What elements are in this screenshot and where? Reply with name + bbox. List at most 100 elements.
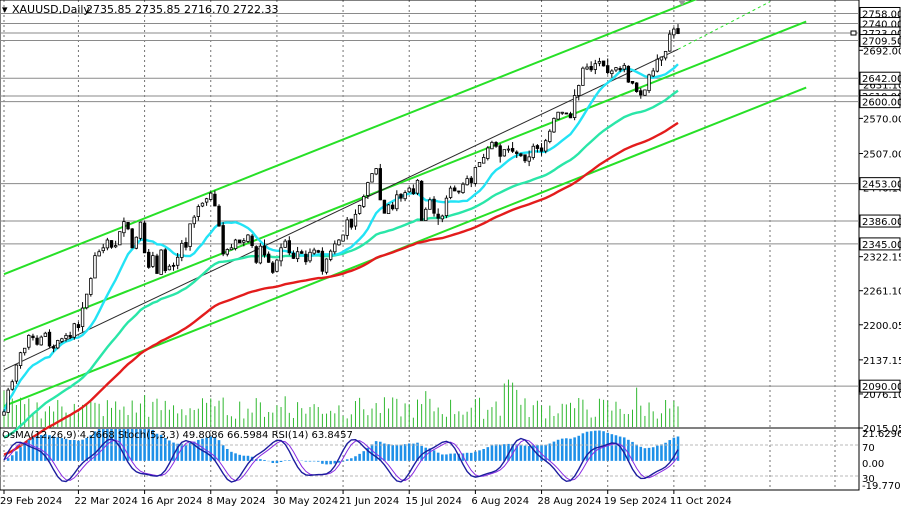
candle-body — [375, 169, 378, 174]
candle — [565, 113, 568, 115]
indicator-tick-label: 70 — [862, 443, 875, 454]
candle — [73, 323, 76, 340]
osma-bar — [569, 439, 572, 461]
candle-body — [412, 189, 415, 194]
candle-body — [172, 265, 175, 266]
candle-body — [631, 81, 634, 83]
candle — [321, 247, 324, 274]
candle — [160, 249, 163, 274]
level-label: 2386.00 — [860, 215, 901, 228]
candle-body — [238, 240, 241, 243]
candle-body — [350, 219, 353, 227]
candle — [375, 168, 378, 175]
candle-body — [582, 68, 585, 85]
candle-body — [214, 194, 217, 206]
candle-body — [94, 256, 97, 278]
time-tick-label: 16 Apr 2024 — [141, 496, 203, 507]
candle-body — [338, 240, 341, 245]
candle-body — [3, 412, 6, 415]
candle-body — [391, 205, 394, 209]
candle-body — [611, 71, 614, 74]
candle — [189, 223, 192, 250]
candle-body — [466, 179, 469, 185]
osma-bar — [635, 444, 638, 460]
osma-bar — [358, 454, 361, 461]
osma-bar — [606, 433, 609, 461]
candle — [549, 129, 552, 143]
candle — [433, 196, 436, 216]
osma-bar — [383, 444, 386, 461]
osma-bar — [582, 433, 585, 461]
candle — [462, 182, 465, 194]
osma-bar — [598, 431, 601, 461]
level-label-text: 2453.00 — [862, 180, 901, 191]
price-tick-label: 2261.10 — [863, 287, 901, 298]
osma-bar — [648, 448, 651, 461]
candle — [379, 164, 382, 200]
osma-bar — [520, 445, 523, 461]
osma-bar — [7, 458, 10, 461]
candle-body — [416, 180, 419, 193]
candle — [582, 67, 585, 86]
current-price-marker — [851, 31, 856, 35]
candle-body — [305, 254, 308, 262]
candle-body — [424, 209, 427, 220]
candle — [276, 259, 279, 273]
time-tick-label: 21 Jun 2024 — [339, 496, 399, 507]
osma-bar — [77, 441, 80, 461]
candle-body — [668, 34, 671, 51]
candle-body — [342, 235, 345, 241]
candle-body — [197, 207, 200, 217]
candle — [358, 205, 361, 215]
candle-body — [263, 246, 266, 255]
osma-bar — [482, 449, 485, 461]
osma-bar — [317, 461, 320, 462]
osma-bar — [234, 453, 237, 461]
osma-bar — [243, 456, 246, 461]
candle-body — [433, 199, 436, 213]
candle — [544, 139, 547, 153]
candle — [557, 112, 560, 120]
osma-bar — [449, 454, 452, 461]
chart-header-arrow-icon[interactable]: ▾ — [2, 3, 8, 16]
osma-bar — [668, 440, 671, 461]
candle-body — [222, 226, 225, 254]
time-tick-label: 19 Sep 2024 — [604, 496, 667, 507]
candle-body — [139, 222, 142, 238]
candle-body — [640, 91, 643, 95]
candle-body — [507, 149, 510, 150]
osma-bar — [276, 461, 279, 463]
candle — [94, 252, 97, 278]
candle — [139, 222, 142, 241]
osma-bar — [577, 436, 580, 461]
candle-body — [367, 183, 370, 196]
candle-body — [114, 246, 117, 247]
osma-bar — [259, 459, 262, 461]
candle-body — [404, 193, 407, 199]
candle-body — [77, 325, 80, 328]
candle-body — [408, 188, 411, 192]
time-tick-label: 15 Jul 2024 — [405, 496, 462, 507]
level-label-text: 2600.00 — [862, 98, 901, 109]
candle-body — [313, 250, 316, 253]
candle-body — [329, 251, 332, 259]
price-tick-label: 2570.00 — [863, 114, 901, 125]
candle-body — [247, 235, 250, 241]
indicator-tick-label: -19.7705 — [862, 481, 901, 492]
candle-body — [470, 178, 473, 182]
time-tick-label: 30 May 2024 — [273, 496, 338, 507]
candle-body — [176, 257, 179, 265]
osma-bar — [185, 444, 188, 461]
osma-bar — [226, 449, 229, 461]
osma-bar — [396, 445, 399, 461]
candle-body — [482, 157, 485, 163]
candle — [627, 65, 630, 83]
candle-body — [652, 71, 655, 76]
candle-body — [573, 96, 576, 118]
candle-body — [544, 141, 547, 151]
time-tick-label: 29 Feb 2024 — [0, 496, 62, 507]
candle-body — [677, 29, 680, 34]
osma-bar — [549, 444, 552, 461]
candle-body — [453, 188, 456, 191]
